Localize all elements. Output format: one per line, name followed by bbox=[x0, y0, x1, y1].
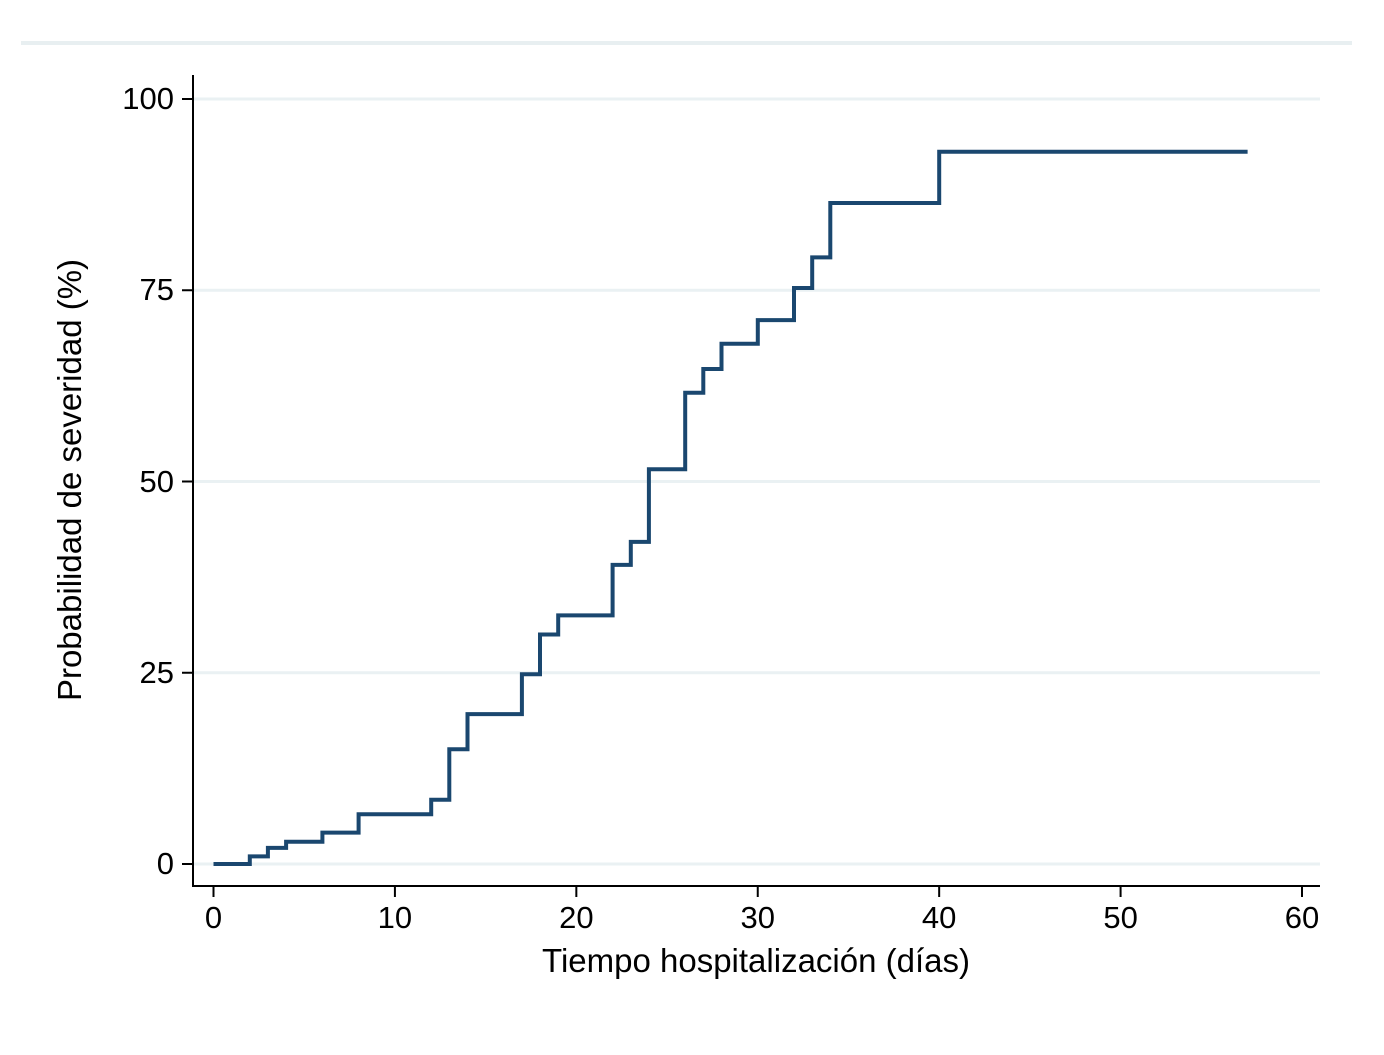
severity-step-line bbox=[213, 149, 1248, 866]
y-tick-label-75: 75 bbox=[139, 272, 174, 308]
x-axis-title: Tiempo hospitalización (días) bbox=[542, 942, 970, 979]
y-tick-label-100: 100 bbox=[122, 81, 174, 116]
y-axis-title: Probabilidad de severidad (%) bbox=[51, 258, 88, 702]
y-tick-label-50: 50 bbox=[139, 463, 174, 499]
x-tick-label-0: 0 bbox=[204, 900, 223, 935]
x-tick-label-20: 20 bbox=[559, 900, 594, 935]
x-tick-label-30: 30 bbox=[740, 900, 775, 935]
y-tick-label-0: 0 bbox=[156, 846, 174, 881]
x-tick-label-40: 40 bbox=[921, 900, 957, 935]
x-tick-label-60: 60 bbox=[1284, 900, 1320, 935]
top-rule bbox=[21, 41, 1352, 45]
y-tick-label-25: 25 bbox=[139, 654, 174, 690]
x-tick-label-50: 50 bbox=[1103, 900, 1138, 935]
x-tick-label-10: 10 bbox=[377, 900, 413, 935]
